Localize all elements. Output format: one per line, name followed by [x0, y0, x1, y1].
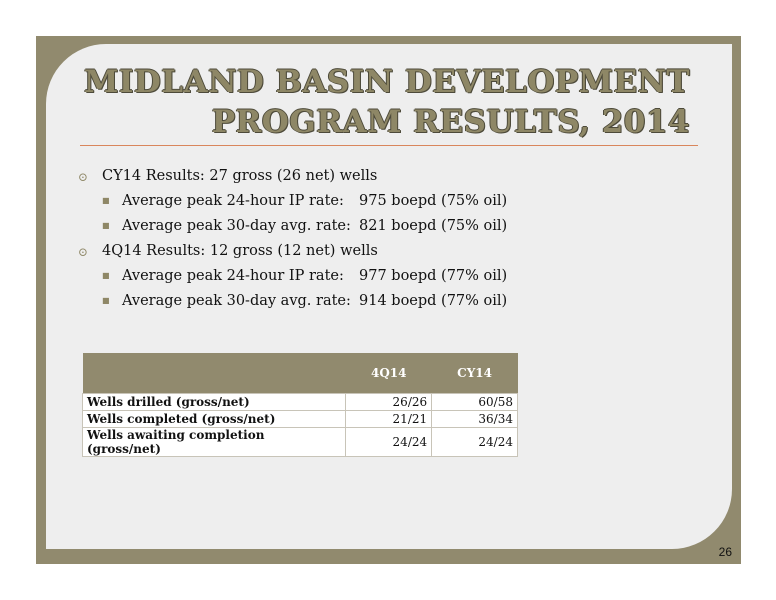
sub-bullet-label: Average peak 30-day avg. rate: [122, 218, 351, 234]
table-header-row: 4Q14 CY14 [82, 353, 518, 394]
wells-table: 4Q14 CY14 Wells drilled (gross/net) 26/2… [81, 353, 518, 457]
header-cell-empty [82, 353, 346, 394]
slide-title: MIDLAND BASIN DEVELOPMENT PROGRAM RESULT… [84, 62, 690, 142]
small-square-icon: ■ [102, 271, 110, 280]
bullet-text: 4Q14 Results: 12 gross (12 net) wells [102, 243, 378, 259]
sub-bullet-value: 975 boepd (75% oil) [359, 193, 508, 209]
row-label: Wells completed (gross/net) [81, 410, 347, 428]
sub-bullet-value: 821 boepd (75% oil) [359, 218, 508, 234]
table-row: Wells awaiting completion (gross/net) 24… [81, 427, 518, 457]
bullet-text: CY14 Results: 27 gross (26 net) wells [102, 168, 378, 184]
small-square-icon: ■ [102, 296, 110, 305]
title-line-1: MIDLAND BASIN DEVELOPMENT [84, 64, 690, 100]
title-line-2: PROGRAM RESULTS, 2014 [211, 104, 690, 140]
cell-cy14: 60/58 [431, 393, 518, 411]
circled-dot-icon: ⊙ [78, 245, 89, 259]
cell-4q14: 21/21 [345, 410, 433, 428]
small-square-icon: ■ [102, 196, 110, 205]
sub-bullet-label: Average peak 30-day avg. rate: [122, 293, 351, 309]
sub-bullet-label: Average peak 24-hour IP rate: [122, 193, 344, 209]
header-cell-4q14: 4Q14 [345, 353, 432, 394]
table-row: Wells drilled (gross/net) 26/26 60/58 [81, 393, 518, 411]
cell-cy14: 24/24 [431, 427, 518, 457]
cell-cy14: 36/34 [431, 410, 518, 428]
table-row: Wells completed (gross/net) 21/21 36/34 [81, 410, 518, 428]
circled-dot-icon: ⊙ [78, 170, 89, 184]
page-number: 26 [718, 545, 732, 559]
header-cell-cy14: CY14 [431, 353, 518, 394]
cell-4q14: 26/26 [345, 393, 433, 411]
sub-bullet-value: 914 boepd (77% oil) [359, 293, 508, 309]
row-label: Wells awaiting completion (gross/net) [81, 427, 347, 457]
sub-bullet-value: 977 boepd (77% oil) [359, 268, 508, 284]
sub-bullet-label: Average peak 24-hour IP rate: [122, 268, 344, 284]
cell-4q14: 24/24 [345, 427, 433, 457]
slide-panel [46, 44, 732, 549]
small-square-icon: ■ [102, 221, 110, 230]
title-divider [80, 145, 698, 146]
row-label: Wells drilled (gross/net) [81, 393, 347, 411]
